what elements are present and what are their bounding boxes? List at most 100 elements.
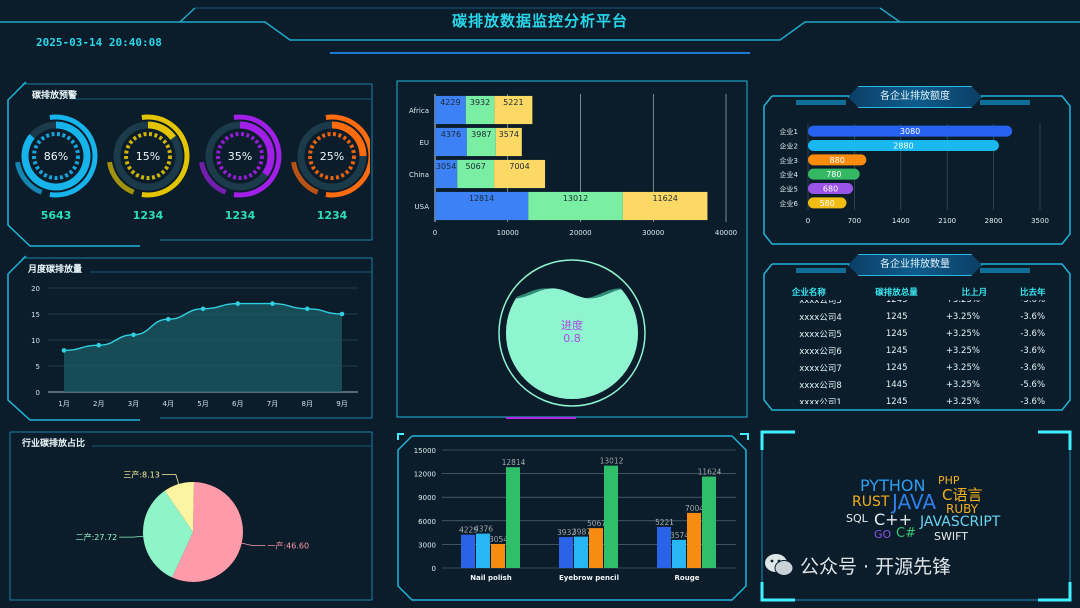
gauge-3-outer-arc <box>233 114 282 198</box>
gauge-3-percent: 35% <box>228 150 252 163</box>
table-row: xxxx公司6 1245 +3.25% -3.6% <box>770 342 1062 359</box>
gauge-1-progress <box>21 121 91 191</box>
gauge-1-outer-arc <box>49 114 98 198</box>
monthly-panel-title: 月度碳排放量 <box>28 265 83 275</box>
gauge-4-outer-arc-b <box>291 161 319 195</box>
pie-leader-1 <box>241 542 266 546</box>
count-table-viewport[interactable]: 企业名称 碳排放总量 比上月 比去年 xxxx公司31245+3.25%-3.6… <box>770 284 1062 404</box>
data-label: 13012 <box>600 457 624 466</box>
liquid-front-wave <box>506 288 638 399</box>
data-label: 780 <box>826 170 841 179</box>
x-tick-label: 3月 <box>128 400 139 408</box>
liquid-label: 进度 <box>561 318 583 332</box>
word-csharp: C# <box>896 526 916 541</box>
bar-1-s3 <box>491 543 505 568</box>
word-javascript: JAVASCRIPT <box>920 514 1001 530</box>
data-label: 12814 <box>469 194 494 203</box>
bar-Africa-s3 <box>494 95 533 125</box>
y-tick-label: 9000 <box>418 494 436 502</box>
x-tick-label: 40000 <box>715 229 737 237</box>
gauge-1-outer-arc-b <box>15 161 43 195</box>
word-python: PYTHON <box>860 476 926 495</box>
data-label: 5067 <box>465 162 485 171</box>
data-label: 880 <box>830 156 845 165</box>
word-ruby: RUBY <box>946 502 979 516</box>
gauge-2-outer-arc-b <box>107 161 135 195</box>
industry-pie-chart: 一产:46.60 二产:27.72 三产:8.13 <box>76 470 309 582</box>
cell-total: 1445 <box>885 379 908 390</box>
pie-leader-2 <box>119 535 144 538</box>
pie-slice-3 <box>164 482 194 532</box>
data-label: 3574 <box>670 531 689 540</box>
table-row: xxxx公司3 1245+3.25%-3.6% <box>770 300 1062 308</box>
cell-total: 1245 <box>885 311 908 322</box>
y-tick-label: 5 <box>36 363 40 371</box>
gauge-2-value: 1234 <box>132 209 164 222</box>
bar-3-s1 <box>657 526 671 568</box>
cell-company: xxxx公司8 <box>799 380 842 391</box>
data-label: 580 <box>820 199 835 208</box>
cell-company: xxxx公司6 <box>799 346 842 357</box>
col-header-total: 碳排放总量 <box>875 288 918 298</box>
pie-slice-2 <box>143 490 193 578</box>
y-tick-label: 0 <box>36 389 40 397</box>
x-tick-label: 5月 <box>197 400 208 408</box>
cell-total: 1245 <box>885 328 908 339</box>
cell-yoy: -3.6% <box>1020 311 1046 322</box>
cell-yoy: -3.6% <box>1020 362 1046 373</box>
y-tick-label: 企业1 <box>780 127 798 136</box>
gauge-4-progress <box>331 121 367 157</box>
wechat-icon <box>765 554 794 576</box>
data-label: 3574 <box>499 130 519 139</box>
data-point <box>131 332 136 338</box>
cell-company: xxxx公司5 <box>799 329 842 340</box>
data-label: 4376 <box>441 130 461 139</box>
table-row: xxxx公司4 1245 +3.25% -3.6% <box>770 308 1062 325</box>
bar-1-s1 <box>461 534 475 568</box>
bar-China-s3 <box>494 159 546 189</box>
bar-1-s2 <box>476 533 490 568</box>
quota-bar-2 <box>808 140 999 151</box>
gauge-4-value: 1234 <box>316 209 348 222</box>
bar-2-s3 <box>589 528 603 568</box>
cell-total: 1245 <box>871 300 922 308</box>
y-tick-label: 企业6 <box>780 199 799 208</box>
data-label: 11624 <box>698 468 722 477</box>
cell-yoy: -3.6% <box>1003 300 1062 308</box>
y-tick-label: 20 <box>31 285 40 293</box>
region-stacked-bar-chart: 0 10000 20000 30000 40000 USA 12814 13012 11624 C… <box>409 94 737 237</box>
x-tick-label: 700 <box>848 217 861 225</box>
page-title: 碳排放数据监控分析平台 <box>451 12 628 30</box>
data-label: 3987 <box>471 130 491 139</box>
quota-bar-6 <box>808 197 847 209</box>
data-label: 12814 <box>502 458 526 467</box>
bar-EU-s2 <box>466 127 496 157</box>
gauge-3-ticks <box>216 132 264 180</box>
bar-3-s3 <box>687 512 701 568</box>
word-swift: SWIFT <box>934 530 968 543</box>
cell-mom: +3.25% <box>945 362 980 373</box>
x-tick-label: 30000 <box>642 229 664 237</box>
data-label: 11624 <box>652 194 677 203</box>
data-label: 7004 <box>685 504 704 513</box>
count-table-scroll[interactable]: xxxx公司31245+3.25%-3.6% xxxx公司4 1245 +3.25% -… <box>770 300 1062 404</box>
gauge-2-percent: 15% <box>136 150 160 163</box>
enterprise-quota-chart: 0 700 1400 2100 2800 3500 企业1 3080 企业2 2880 企业3 880… <box>780 124 1049 225</box>
bar-Africa-s2 <box>465 95 495 125</box>
progress-liquid-gauge: 进度 0.8 <box>498 259 646 407</box>
gauge-2-progress <box>147 121 176 140</box>
col-header-yoy: 比去年 <box>1020 288 1046 298</box>
x-tick-label: 9月 <box>336 400 347 408</box>
x-tick-label: 4月 <box>163 400 174 408</box>
word-go: GO <box>874 528 892 541</box>
y-tick-label: Africa <box>409 107 429 115</box>
cell-company: xxxx公司4 <box>799 312 842 323</box>
bar-China-s2 <box>457 159 495 189</box>
quota-bar-4 <box>808 168 860 180</box>
gauge-3-value: 1234 <box>224 209 256 222</box>
watermark: 公众号 · 开源先锋 <box>764 550 1064 580</box>
data-label: 3080 <box>900 127 920 136</box>
pie-slice-1 <box>172 482 244 582</box>
industry-panel-title: 行业碳排放占比 <box>22 439 86 449</box>
